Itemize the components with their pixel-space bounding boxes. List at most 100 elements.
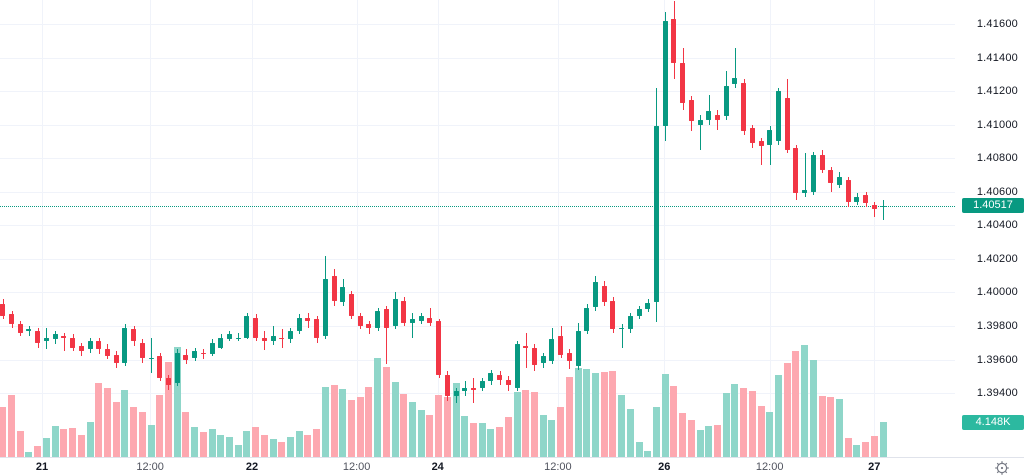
volume-bar [870, 436, 878, 457]
time-axis[interactable]: 21 12:00 22 12:00 24 12:00 26 12:00 27 [0, 457, 1024, 476]
candle-wick [525, 332, 527, 368]
horizontal-gridline [0, 191, 955, 193]
volume-bar [225, 437, 233, 457]
volume-bar [792, 351, 800, 457]
candle-body [35, 331, 41, 343]
candle-body [9, 314, 14, 325]
candle-body [488, 372, 494, 382]
volume-bar [16, 431, 24, 457]
candle-body [592, 282, 598, 308]
horizontal-gridline [0, 158, 955, 160]
volume-bar [112, 402, 120, 457]
time-axis-label: 21 [35, 461, 49, 473]
candle-body [357, 315, 363, 326]
candle-body [183, 354, 189, 360]
candle-body [253, 317, 258, 338]
volume-bar [234, 445, 242, 457]
volume-bar [539, 415, 547, 457]
vertical-gridline [664, 0, 666, 457]
settings-gear-icon[interactable] [994, 460, 1010, 476]
candle-body [723, 86, 729, 117]
candle-body [470, 388, 476, 390]
volume-bar [618, 395, 626, 457]
candle-body [235, 337, 241, 339]
volume-bar [879, 422, 887, 457]
chart-plot-area[interactable] [0, 0, 958, 457]
time-axis-label: 12:00 [136, 461, 164, 473]
volume-bar [42, 438, 50, 457]
candle-body [741, 82, 747, 132]
candle-body [845, 180, 851, 202]
candle-body [453, 391, 459, 397]
candle-body [497, 374, 503, 380]
candle-body [619, 327, 625, 330]
candle-body [680, 62, 686, 103]
candle-body [523, 346, 529, 348]
volume-bar [408, 402, 416, 457]
candle-wick [708, 94, 710, 125]
price-axis-label: 1.41200 [976, 85, 1018, 98]
candle-body [531, 347, 537, 365]
volume-bar [426, 415, 434, 457]
volume-bar [818, 396, 826, 457]
volume-bar [722, 393, 730, 457]
candle-body [87, 341, 93, 350]
volume-bar [705, 426, 713, 457]
candle-body [714, 114, 720, 120]
volume-bar [278, 442, 286, 457]
candle-body [601, 285, 607, 303]
price-axis-label: 1.39400 [976, 387, 1018, 400]
volume-bar [330, 385, 338, 457]
volume-bar [260, 435, 268, 457]
candle-body [322, 279, 328, 336]
candle-body [645, 302, 651, 310]
horizontal-gridline [0, 24, 955, 25]
candle-body [192, 351, 197, 358]
candle-wick [28, 326, 30, 337]
volume-bar [138, 412, 146, 457]
price-axis-label: 1.40600 [976, 185, 1018, 198]
time-axis-label: 12:00 [342, 461, 371, 473]
volume-bar [252, 427, 259, 457]
volume-bar [530, 392, 538, 457]
volume-bar [208, 429, 216, 457]
volume-bar [740, 388, 748, 457]
volume-bar [173, 347, 181, 457]
volume-bar [374, 358, 381, 457]
candle-body [0, 304, 6, 316]
volume-bar [0, 407, 7, 457]
volume-bar [103, 388, 111, 457]
candle-wick [203, 349, 205, 360]
candle-body [793, 148, 799, 194]
volume-bar [435, 395, 443, 457]
candle-body [479, 381, 485, 388]
volume-bar [835, 399, 843, 457]
vertical-gridline [42, 0, 43, 457]
vertical-gridline [356, 0, 358, 457]
horizontal-gridline [0, 124, 955, 126]
candle-body [662, 20, 668, 127]
candle-body [218, 337, 224, 348]
volume-bar [487, 429, 495, 457]
vertical-gridline [874, 0, 876, 457]
volume-bar [522, 390, 530, 457]
candle-body [113, 354, 119, 363]
candle-wick [151, 337, 152, 373]
volume-bar [365, 387, 373, 457]
candle-wick [883, 200, 884, 221]
candle-body [854, 196, 860, 202]
candle-wick [700, 114, 701, 150]
candle-body [244, 315, 250, 338]
candle-body [131, 329, 136, 341]
time-axis-label: 12:00 [544, 461, 572, 473]
volume-bar [574, 368, 582, 457]
candle-body [78, 346, 84, 352]
volume-bar [25, 452, 33, 457]
price-axis[interactable]: 1.41600 1.41400 1.41200 1.41000 1.40800 1.406… [958, 0, 1024, 457]
candle-body [462, 388, 468, 392]
volume-bar [339, 389, 347, 457]
volume-bar [591, 373, 599, 457]
candle-wick [63, 332, 65, 352]
volume-bar [600, 372, 608, 457]
last-price-line [0, 205, 955, 207]
